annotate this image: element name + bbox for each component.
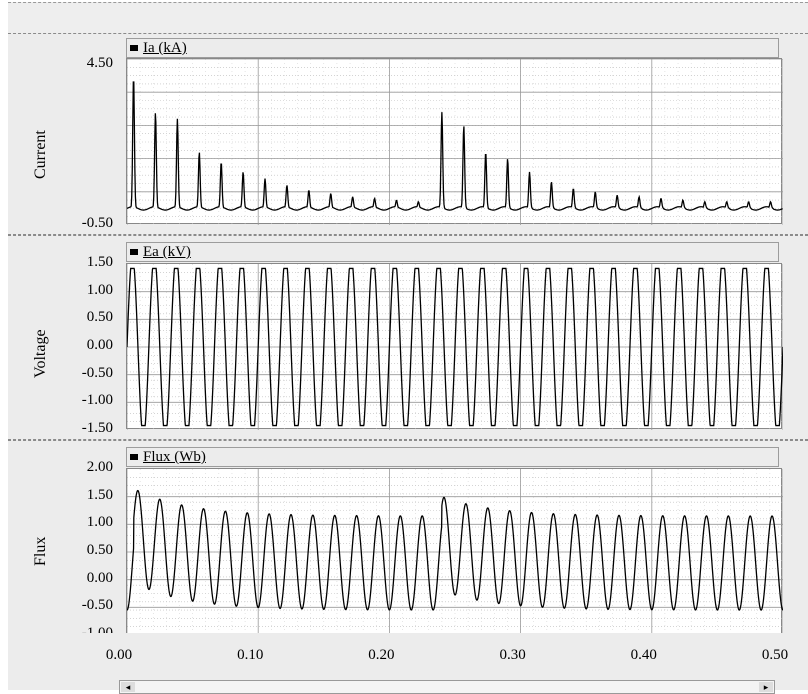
current-legend[interactable]: Ia (kA) [126,38,779,58]
voltage-panel: Ea (kV) Voltage 1.50 1.00 0.50 0.00 -0.50 -1.… [8,235,808,440]
voltage-legend-label: Ea (kV) [143,244,191,260]
xaxis-tick-label: 0.20 [368,647,395,663]
flux-legend-label: Flux (Wb) [143,449,206,465]
voltage-legend[interactable]: Ea (kV) [126,242,779,262]
horizontal-scrollbar[interactable]: ◂ ▸ [119,680,775,694]
current-plot [127,59,783,225]
xaxis-tick-label: 0.10 [237,647,264,663]
voltage-ytick: -0.50 [81,364,113,381]
flux-plot-area [126,468,783,635]
current-legend-swatch [130,45,138,51]
flux-panel: Flux (Wb) Flux 2.00 1.50 1.00 0.50 0.00 -0.50… [8,440,808,641]
voltage-series-line [127,267,783,427]
flux-ytick: 2.00 [86,459,113,475]
xaxis-tick-label: 0.40 [630,647,657,663]
current-ytick-min: -0.50 [81,215,113,231]
flux-ytick: -0.50 [81,597,113,614]
flux-series-line [127,489,783,611]
flux-ytick: 1.50 [86,486,113,503]
voltage-ytick: -1.00 [81,392,113,409]
scroll-left-icon[interactable]: ◂ [121,682,135,692]
current-ylabel: Current [32,130,49,179]
xaxis-tick-label: 0.30 [499,647,526,663]
xaxis-tick-label: 0.50 [761,647,789,663]
voltage-ytick: 0.50 [86,309,113,326]
voltage-ytick: 0.00 [86,337,113,353]
voltage-legend-swatch [130,249,138,255]
flux-legend[interactable]: Flux (Wb) [126,447,779,467]
voltage-plot-area [126,263,783,430]
current-panel: Ia (kA) Current 4.50 -0.50 [8,33,808,235]
voltage-ytick: 1.00 [86,281,113,298]
flux-ytick: 0.50 [86,542,113,558]
voltage-ytick: 1.50 [86,254,113,270]
voltage-plot [127,264,783,430]
flux-plot [127,469,783,635]
scroll-right-icon[interactable]: ▸ [759,682,773,692]
current-plot-area [126,58,783,225]
current-series-line [127,81,783,211]
current-legend-label: Ia (kA) [143,40,187,56]
xaxis-tick-label: 0.00 [105,647,133,663]
toolbar [8,2,808,34]
flux-ytick: 0.00 [86,569,113,586]
voltage-ytick: -1.50 [81,420,113,436]
flux-legend-swatch [130,454,138,460]
current-ytick-max: 4.50 [86,55,113,71]
flux-ytick: 1.00 [86,514,113,531]
